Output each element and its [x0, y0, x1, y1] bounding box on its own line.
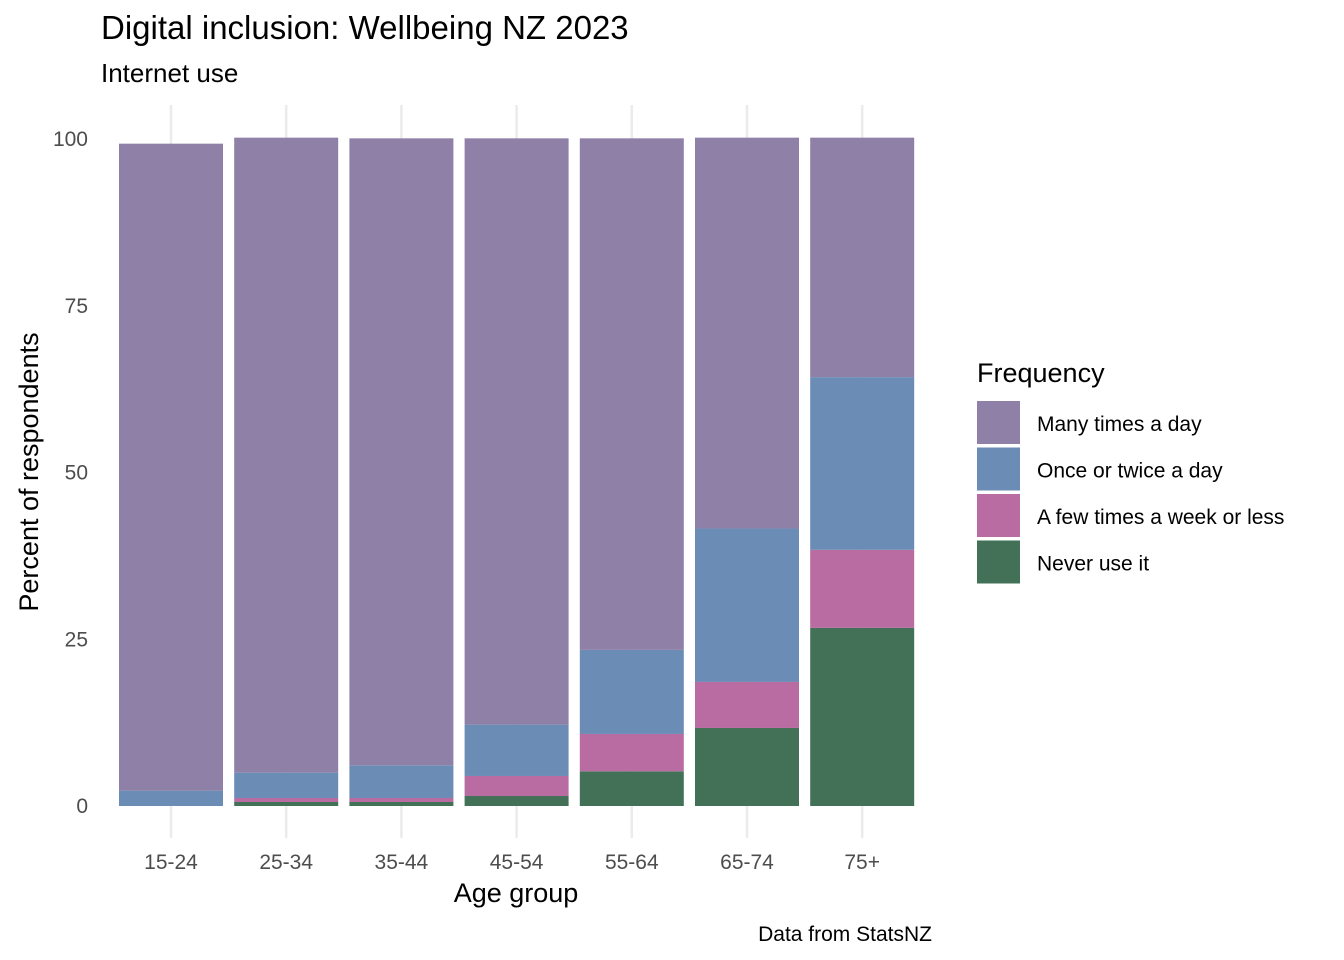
caption: Data from StatsNZ: [758, 923, 932, 946]
bar-segment: [464, 724, 569, 776]
legend-swatch: [977, 401, 1020, 444]
x-axis-ticks: 15-24 25-34 35-44 45-54 55-64 65-74 75+: [144, 851, 880, 874]
y-tick-label: 100: [53, 128, 88, 151]
bar-segment: [349, 797, 454, 802]
bar-segment: [810, 549, 915, 628]
legend-swatch: [977, 447, 1020, 491]
y-tick-label: 75: [65, 295, 88, 318]
bar-segment: [579, 649, 684, 734]
bar-segment: [579, 733, 684, 772]
chart-title: Digital inclusion: Wellbeing NZ 2023: [101, 9, 629, 46]
bar-segment: [234, 137, 339, 773]
legend-label: Once or twice a day: [1037, 460, 1223, 483]
legend: Many times a day Once or twice a day A few…: [977, 401, 1284, 584]
bar-segment: [464, 138, 569, 725]
bar-segment: [810, 627, 915, 806]
bar-segment: [234, 801, 339, 806]
y-axis-ticks: 0 25 50 75 100: [53, 128, 88, 818]
x-axis-title: Age group: [454, 878, 579, 908]
bar-segment: [695, 681, 799, 728]
x-tick-label: 15-24: [144, 851, 198, 874]
bar-segment: [349, 801, 454, 806]
bar-segment: [579, 138, 684, 650]
y-tick-label: 25: [65, 628, 88, 651]
bar-segment: [695, 727, 799, 806]
x-tick-label: 25-34: [259, 851, 313, 874]
bar-segment: [579, 771, 684, 806]
bar-segment: [119, 143, 223, 791]
bar-segment: [234, 797, 339, 802]
bar-segment: [695, 528, 799, 682]
chart-subtitle: Internet use: [101, 58, 238, 88]
bar-segment: [464, 795, 569, 806]
bar-segment: [234, 772, 339, 798]
bar-segment: [349, 138, 454, 766]
legend-label: Never use it: [1037, 553, 1149, 576]
bar-segment: [464, 775, 569, 796]
legend-swatch: [977, 540, 1020, 584]
x-tick-label: 75+: [844, 851, 880, 874]
legend-title: Frequency: [977, 358, 1105, 388]
bars: [119, 137, 915, 806]
bar-segment: [695, 137, 799, 529]
y-tick-label: 0: [76, 795, 88, 818]
bar-segment: [810, 377, 915, 550]
y-tick-label: 50: [65, 462, 88, 485]
x-tick-label: 55-64: [605, 851, 659, 874]
y-axis-title: Percent of respondents: [14, 332, 44, 611]
legend-label: Many times a day: [1037, 413, 1202, 436]
legend-label: A few times a week or less: [1037, 506, 1284, 529]
x-tick-label: 45-54: [490, 851, 544, 874]
bar-segment: [119, 790, 223, 806]
bar-segment: [810, 137, 915, 378]
x-tick-label: 35-44: [375, 851, 429, 874]
x-tick-label: 65-74: [720, 851, 774, 874]
legend-swatch: [977, 494, 1020, 537]
bar-segment: [349, 765, 454, 798]
